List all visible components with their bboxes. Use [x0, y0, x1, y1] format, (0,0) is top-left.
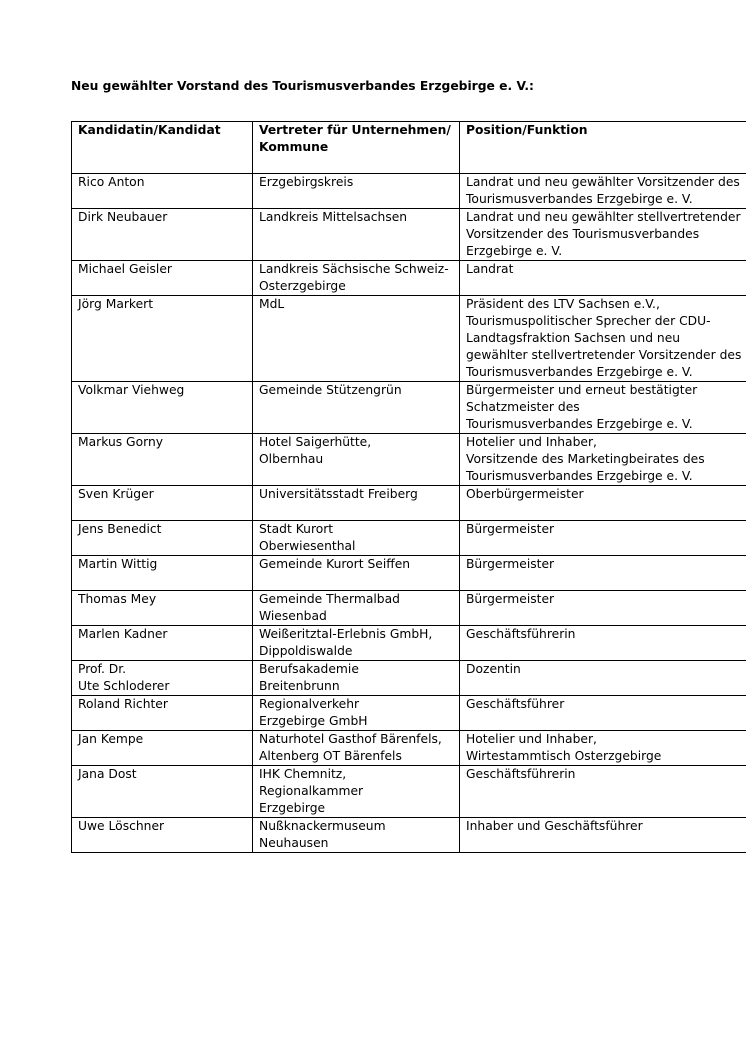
document-title: Neu gewählter Vorstand des Tourismusverb…: [71, 79, 534, 93]
cell-representative: IHK Chemnitz, Regionalkammer Erzgebirge: [252, 765, 460, 818]
cell-position: Bürgermeister: [459, 520, 746, 556]
cell-position: Bürgermeister: [459, 590, 746, 626]
cell-representative: Landkreis Sächsische Schweiz-Osterzgebir…: [252, 260, 460, 296]
cell-representative: Naturhotel Gasthof Bärenfels, Altenberg …: [252, 730, 460, 766]
table-row: Michael Geisler Landkreis Sächsische Schw…: [71, 260, 746, 296]
table-row: Marlen Kadner Weißeritztal-Erlebnis GmbH,…: [71, 625, 746, 661]
header-representative: Vertreter für Unternehmen/ Kommune: [252, 121, 460, 174]
cell-position: Landrat und neu gewählter Vorsitzender d…: [459, 173, 746, 209]
table-header-row: Kandidatin/Kandidat Vertreter für Untern…: [71, 121, 746, 174]
cell-representative: Nußknackermuseum Neuhausen: [252, 817, 460, 853]
table-row: Prof. Dr. Ute Schloderer Berufsakademie B…: [71, 660, 746, 696]
cell-representative: Gemeinde Kurort Seiffen: [252, 555, 460, 591]
cell-representative: Universitätsstadt Freiberg: [252, 485, 460, 521]
cell-position: Präsident des LTV Sachsen e.V., Tourismu…: [459, 295, 746, 382]
table-row: Markus Gorny Hotel Saigerhütte, Olbernhau…: [71, 433, 746, 486]
cell-candidate: Rico Anton: [71, 173, 253, 209]
cell-candidate: Martin Wittig: [71, 555, 253, 591]
cell-representative: Gemeinde Stützengrün: [252, 381, 460, 434]
table-row: Jörg Markert MdL Präsident des LTV Sachsen…: [71, 295, 746, 382]
cell-position: Hotelier und Inhaber, Vorsitzende des Ma…: [459, 433, 746, 486]
cell-representative: Landkreis Mittelsachsen: [252, 208, 460, 261]
cell-representative: Weißeritztal-Erlebnis GmbH, Dippoldiswal…: [252, 625, 460, 661]
cell-candidate: Jörg Markert: [71, 295, 253, 382]
board-members-table: Kandidatin/Kandidat Vertreter für Untern…: [71, 121, 746, 853]
header-candidate: Kandidatin/Kandidat: [71, 121, 253, 174]
cell-position: Geschäftsführerin: [459, 765, 746, 818]
cell-position: Landrat und neu gewählter stellvertreten…: [459, 208, 746, 261]
table-row: Volkmar Viehweg Gemeinde Stützengrün Bürge…: [71, 381, 746, 434]
cell-candidate: Sven Krüger: [71, 485, 253, 521]
table-row: Dirk Neubauer Landkreis Mittelsachsen Land…: [71, 208, 746, 261]
cell-representative: MdL: [252, 295, 460, 382]
cell-candidate: Thomas Mey: [71, 590, 253, 626]
cell-position: Inhaber und Geschäftsführer: [459, 817, 746, 853]
cell-position: Landrat: [459, 260, 746, 296]
cell-candidate: Prof. Dr. Ute Schloderer: [71, 660, 253, 696]
table-row: Roland Richter Regionalverkehr Erzgebirge…: [71, 695, 746, 731]
cell-candidate: Dirk Neubauer: [71, 208, 253, 261]
cell-representative: Gemeinde Thermalbad Wiesenbad: [252, 590, 460, 626]
cell-position: Oberbürgermeister: [459, 485, 746, 521]
cell-representative: Hotel Saigerhütte, Olbernhau: [252, 433, 460, 486]
cell-position: Geschäftsführer: [459, 695, 746, 731]
cell-representative: Stadt Kurort Oberwiesenthal: [252, 520, 460, 556]
cell-candidate: Jens Benedict: [71, 520, 253, 556]
cell-candidate: Roland Richter: [71, 695, 253, 731]
table-row: Thomas Mey Gemeinde Thermalbad Wiesenbad B…: [71, 590, 746, 626]
cell-candidate: Markus Gorny: [71, 433, 253, 486]
cell-position: Hotelier und Inhaber, Wirtestammtisch Os…: [459, 730, 746, 766]
cell-candidate: Michael Geisler: [71, 260, 253, 296]
cell-position: Dozentin: [459, 660, 746, 696]
cell-candidate: Jan Kempe: [71, 730, 253, 766]
cell-position: Geschäftsführerin: [459, 625, 746, 661]
cell-representative: Erzgebirgskreis: [252, 173, 460, 209]
cell-candidate: Uwe Löschner: [71, 817, 253, 853]
cell-representative: Regionalverkehr Erzgebirge GmbH: [252, 695, 460, 731]
table-row: Martin Wittig Gemeinde Kurort Seiffen Bürg…: [71, 555, 746, 591]
header-position: Position/Funktion: [459, 121, 746, 174]
table-body: Rico Anton Erzgebirgskreis Landrat und neu…: [71, 173, 746, 853]
cell-representative: Berufsakademie Breitenbrunn: [252, 660, 460, 696]
table-row: Uwe Löschner Nußknackermuseum Neuhausen In…: [71, 817, 746, 853]
table-row: Jana Dost IHK Chemnitz, Regionalkammer Er…: [71, 765, 746, 818]
table-row: Jan Kempe Naturhotel Gasthof Bärenfels, A…: [71, 730, 746, 766]
cell-position: Bürgermeister: [459, 555, 746, 591]
table-row: Sven Krüger Universitätsstadt Freiberg Obe…: [71, 485, 746, 521]
table-row: Jens Benedict Stadt Kurort Oberwiesenthal…: [71, 520, 746, 556]
cell-candidate: Volkmar Viehweg: [71, 381, 253, 434]
table-row: Rico Anton Erzgebirgskreis Landrat und neu…: [71, 173, 746, 209]
cell-position: Bürgermeister und erneut bestätigter Sch…: [459, 381, 746, 434]
cell-candidate: Marlen Kadner: [71, 625, 253, 661]
cell-candidate: Jana Dost: [71, 765, 253, 818]
